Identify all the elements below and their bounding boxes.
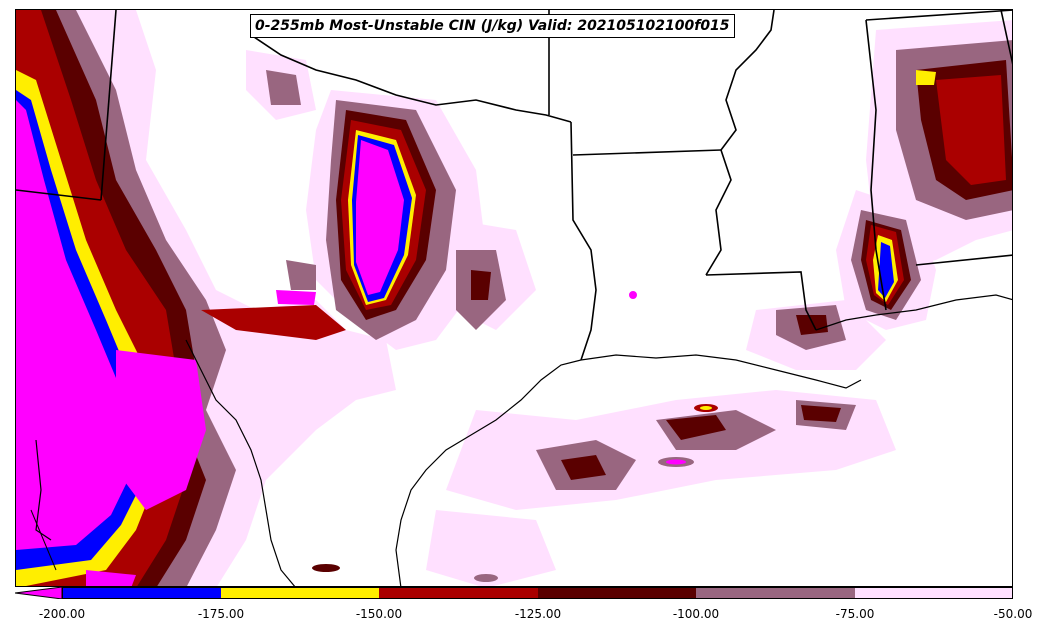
cin-field-map [16,10,1012,586]
colorbar-tick-label: -125.00 [514,607,562,621]
colorbar-segment [538,587,696,599]
coastline [35,294,1012,586]
colorbar-tick-label: -50.00 [993,607,1033,621]
cin-shading-magenta [16,100,404,586]
map-area [15,9,1013,587]
state-boundaries [16,10,1012,361]
colorbar-segment [379,587,538,599]
colorbar-segment [221,587,379,599]
colorbar-extend-triangle [15,587,63,599]
colorbar-segment [696,587,855,599]
map-border-lines [30,509,57,571]
gulf-pockets [312,291,718,582]
colorbar-tick-label: -200.00 [38,607,86,621]
colorbar-tick-label: -75.00 [835,607,875,621]
colorbar-segment [855,587,1013,599]
colorbar [15,587,1013,599]
colorbar-tick-label: -100.00 [672,607,720,621]
map-title: 0-255mb Most-Unstable CIN (J/kg) Valid: … [250,14,735,38]
colorbar-tick-label: -150.00 [355,607,403,621]
colorbar-tick-label: -175.00 [197,607,245,621]
colorbar-segment [62,587,221,599]
